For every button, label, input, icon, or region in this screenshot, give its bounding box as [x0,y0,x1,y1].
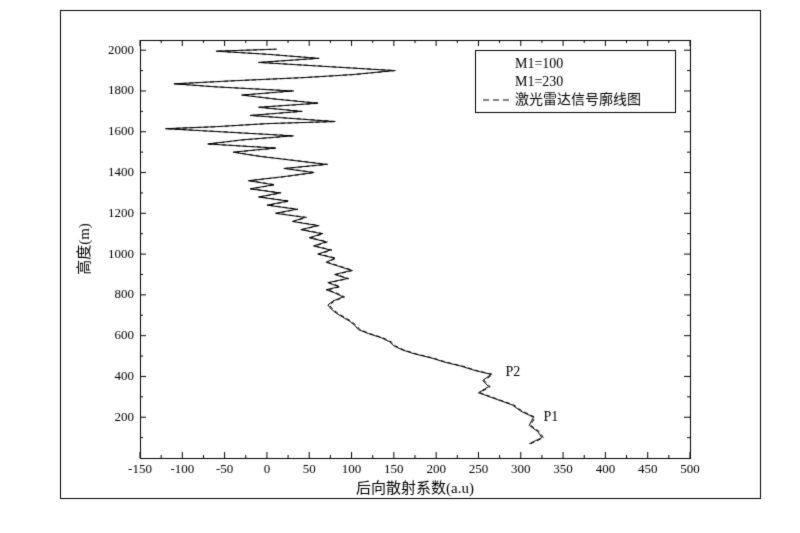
lidar-profile-chart [0,0,800,533]
